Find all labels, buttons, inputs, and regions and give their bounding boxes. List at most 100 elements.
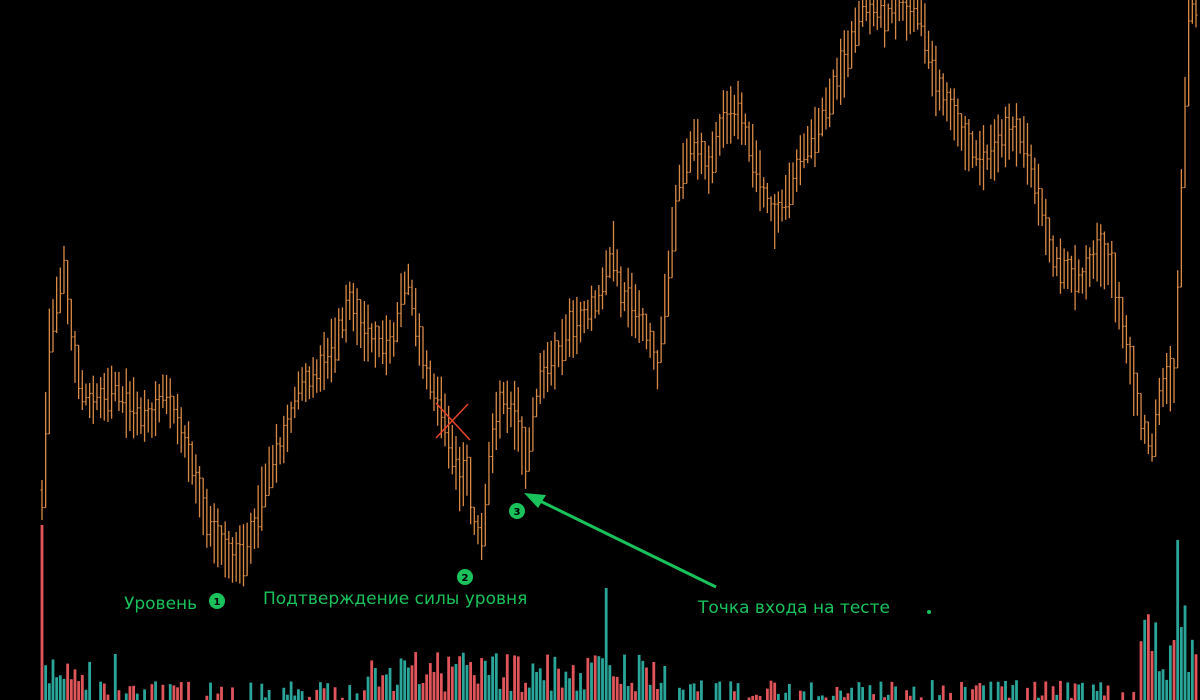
price-layer <box>40 0 1198 587</box>
ohlc-bar <box>216 508 220 568</box>
volume-bar <box>908 695 912 700</box>
ohlc-bar <box>124 368 128 438</box>
ohlc-bar <box>839 38 843 105</box>
volume-bar <box>480 658 484 700</box>
volume-bar <box>1040 695 1044 700</box>
ohlc-bar <box>502 381 506 415</box>
ohlc-bar <box>190 441 194 485</box>
ohlc-bar <box>567 298 572 357</box>
ohlc-bar <box>989 124 993 180</box>
volume-bar <box>754 694 758 700</box>
ohlc-bar <box>88 383 92 419</box>
ohlc-bar <box>985 144 989 170</box>
ohlc-bar <box>469 456 473 525</box>
volume-bar <box>66 663 70 700</box>
ohlc-bar <box>271 445 275 489</box>
ohlc-bar <box>414 287 418 347</box>
ohlc-bar <box>751 123 755 188</box>
ohlc-bar <box>707 145 711 194</box>
volume-bar <box>1081 682 1084 700</box>
volume-bar <box>205 695 209 700</box>
ohlc-bar <box>868 0 872 35</box>
level-label: Уровень <box>124 594 197 614</box>
ohlc-bar <box>300 367 304 401</box>
ohlc-bar <box>311 357 315 398</box>
ohlc-bar <box>1157 377 1161 425</box>
volume-bar <box>1183 605 1187 700</box>
ohlc-bar <box>1088 247 1092 287</box>
volume-bar <box>879 681 883 700</box>
ohlc-bar <box>765 182 769 214</box>
ohlc-bar <box>919 0 923 37</box>
ohlc-bar <box>1000 119 1004 158</box>
volume-bar <box>769 680 773 700</box>
ohlc-bar <box>157 383 161 423</box>
ohlc-bar <box>747 121 751 162</box>
ohlc-bar <box>677 164 682 202</box>
ohlc-bar <box>630 272 634 337</box>
volume-bar <box>557 668 560 700</box>
ohlc-bar <box>912 0 916 33</box>
ohlc-bar <box>106 367 110 422</box>
volume-bar <box>168 684 172 700</box>
ohlc-bar <box>754 140 758 193</box>
ohlc-bar <box>787 162 791 219</box>
ohlc-bar <box>776 191 780 233</box>
ohlc-bar <box>153 381 158 437</box>
ohlc-bar <box>509 391 513 428</box>
volume-bar <box>579 673 582 700</box>
volume-bar <box>73 669 77 700</box>
volume-bar <box>729 681 733 700</box>
ohlc-bar <box>1066 251 1070 289</box>
volume-bar <box>758 696 762 700</box>
ohlc-bar <box>857 0 861 46</box>
ohlc-bar <box>1014 103 1019 167</box>
volume-bar <box>1150 651 1154 700</box>
ohlc-bar <box>1190 0 1194 24</box>
volume-bar <box>747 697 751 700</box>
volume-bar <box>465 665 469 700</box>
volume-bar <box>1004 680 1007 700</box>
volume-bar <box>542 680 546 700</box>
ohlc-bar <box>80 370 84 410</box>
ohlc-bar <box>359 298 363 349</box>
ohlc-bar <box>959 113 964 151</box>
volume-bar <box>941 685 945 700</box>
ohlc-bar <box>381 320 385 364</box>
volume-bar <box>718 681 722 700</box>
ohlc-bar <box>703 140 707 180</box>
ohlc-bar <box>850 21 854 69</box>
volume-bar <box>436 652 440 700</box>
volume-bar <box>58 675 62 700</box>
ohlc-bar <box>685 138 689 184</box>
ohlc-bar <box>66 259 70 325</box>
volume-bar <box>209 682 212 700</box>
volume-bar <box>1172 639 1176 700</box>
ohlc-bar <box>604 250 608 296</box>
volume-bar <box>538 668 542 700</box>
volume-bar <box>264 697 267 700</box>
ohlc-bar <box>564 314 568 362</box>
volume-bar <box>949 692 952 700</box>
ohlc-bar <box>784 175 788 220</box>
volume-bar <box>293 695 297 700</box>
ohlc-bar <box>1194 0 1198 28</box>
ohlc-bar <box>915 0 920 30</box>
volume-bar <box>960 681 963 700</box>
ohlc-bar <box>1077 259 1081 294</box>
volume-bar <box>498 688 502 700</box>
volume-bar <box>689 684 692 700</box>
ohlc-bar <box>571 300 575 358</box>
ohlc-bar <box>296 371 301 410</box>
ohlc-bar <box>970 131 975 168</box>
ohlc-bar <box>483 483 487 547</box>
volume-bar <box>634 691 637 700</box>
volume-bar <box>381 675 385 700</box>
marker-1-number: 1 <box>214 597 221 608</box>
volume-bar <box>1143 619 1147 700</box>
volume-bar <box>417 684 421 700</box>
volume-bar <box>784 692 788 700</box>
ohlc-bar <box>725 90 729 145</box>
